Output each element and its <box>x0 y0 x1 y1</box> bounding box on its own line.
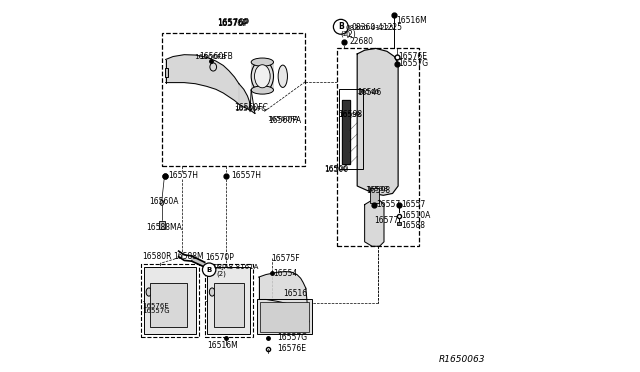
Bar <box>370 188 379 203</box>
Bar <box>159 221 164 229</box>
Bar <box>150 283 187 327</box>
Text: 16560FA: 16560FA <box>269 116 302 125</box>
Text: 16557G: 16557G <box>277 333 307 342</box>
Text: 16500: 16500 <box>324 165 348 174</box>
Text: 16598: 16598 <box>338 112 361 118</box>
Bar <box>251 62 273 90</box>
Text: 16557G: 16557G <box>398 60 428 68</box>
Text: 16546: 16546 <box>357 88 381 97</box>
Text: 16576E: 16576E <box>277 344 306 353</box>
Text: 16588MA: 16588MA <box>147 223 182 232</box>
Polygon shape <box>357 48 398 195</box>
Text: 16560FB: 16560FB <box>199 52 233 61</box>
Text: 16557: 16557 <box>401 200 426 209</box>
Text: B: B <box>338 22 344 31</box>
Bar <box>144 267 196 334</box>
Text: 16576P: 16576P <box>217 19 248 28</box>
Ellipse shape <box>251 86 273 94</box>
Bar <box>164 68 168 77</box>
Bar <box>207 267 250 334</box>
Ellipse shape <box>255 65 270 88</box>
Text: 16510A: 16510A <box>401 211 431 220</box>
Polygon shape <box>166 55 239 104</box>
Circle shape <box>202 263 216 276</box>
Text: 16598: 16598 <box>367 186 390 195</box>
Text: 16557H: 16557H <box>168 171 198 180</box>
Bar <box>214 283 244 327</box>
Bar <box>257 299 312 334</box>
Text: 16570P: 16570P <box>205 253 234 262</box>
Text: 16575F: 16575F <box>271 254 300 263</box>
Ellipse shape <box>160 200 164 205</box>
Text: 16580R: 16580R <box>142 252 172 261</box>
Bar <box>162 33 305 166</box>
Text: 16560FA: 16560FA <box>267 116 299 122</box>
Text: 16557: 16557 <box>376 200 400 209</box>
Text: 16598: 16598 <box>365 186 388 192</box>
Ellipse shape <box>251 58 273 66</box>
Ellipse shape <box>146 288 152 296</box>
Polygon shape <box>342 100 349 164</box>
Text: 16560FC: 16560FC <box>234 103 268 112</box>
Text: 08360-41225: 08360-41225 <box>351 23 403 32</box>
Text: 08JA8-8161A: 08JA8-8161A <box>214 264 259 270</box>
Text: (2): (2) <box>341 31 351 38</box>
Bar <box>339 89 363 169</box>
Text: 16560FC: 16560FC <box>234 106 266 112</box>
Polygon shape <box>365 200 384 246</box>
Text: 16554: 16554 <box>273 269 298 278</box>
Circle shape <box>333 19 348 34</box>
Text: 16546: 16546 <box>356 89 379 95</box>
Text: 16516M: 16516M <box>207 341 238 350</box>
Text: (2): (2) <box>216 270 227 277</box>
Ellipse shape <box>278 65 287 87</box>
Text: 16588M: 16588M <box>173 252 204 261</box>
Text: B: B <box>207 267 212 273</box>
Text: 16500: 16500 <box>324 166 347 172</box>
Text: (2): (2) <box>346 30 356 39</box>
Text: 16588: 16588 <box>401 221 425 230</box>
Bar <box>205 264 253 337</box>
Text: 16557H: 16557H <box>231 171 260 180</box>
Text: 16577: 16577 <box>374 216 398 225</box>
Text: 16516M: 16516M <box>396 16 427 25</box>
Text: 16560FB: 16560FB <box>195 54 227 60</box>
Text: 16557G: 16557G <box>142 308 170 314</box>
Text: 16576P: 16576P <box>217 18 248 27</box>
Bar <box>337 48 419 246</box>
Text: 16560A: 16560A <box>150 198 179 206</box>
Polygon shape <box>239 84 255 113</box>
Bar <box>397 222 401 225</box>
Text: 16576P: 16576P <box>218 19 248 28</box>
Bar <box>141 264 199 337</box>
Text: 16598: 16598 <box>338 110 362 119</box>
Ellipse shape <box>251 60 273 92</box>
Text: 16576E: 16576E <box>398 52 427 61</box>
Text: 16576E: 16576E <box>142 303 169 309</box>
Text: R1650063: R1650063 <box>439 355 486 364</box>
Text: 08360-41225: 08360-41225 <box>346 25 394 31</box>
Text: 22680: 22680 <box>349 37 373 46</box>
Polygon shape <box>191 256 205 267</box>
Text: 16516: 16516 <box>283 289 307 298</box>
Ellipse shape <box>209 288 215 296</box>
Polygon shape <box>259 272 309 322</box>
Bar <box>260 302 309 332</box>
